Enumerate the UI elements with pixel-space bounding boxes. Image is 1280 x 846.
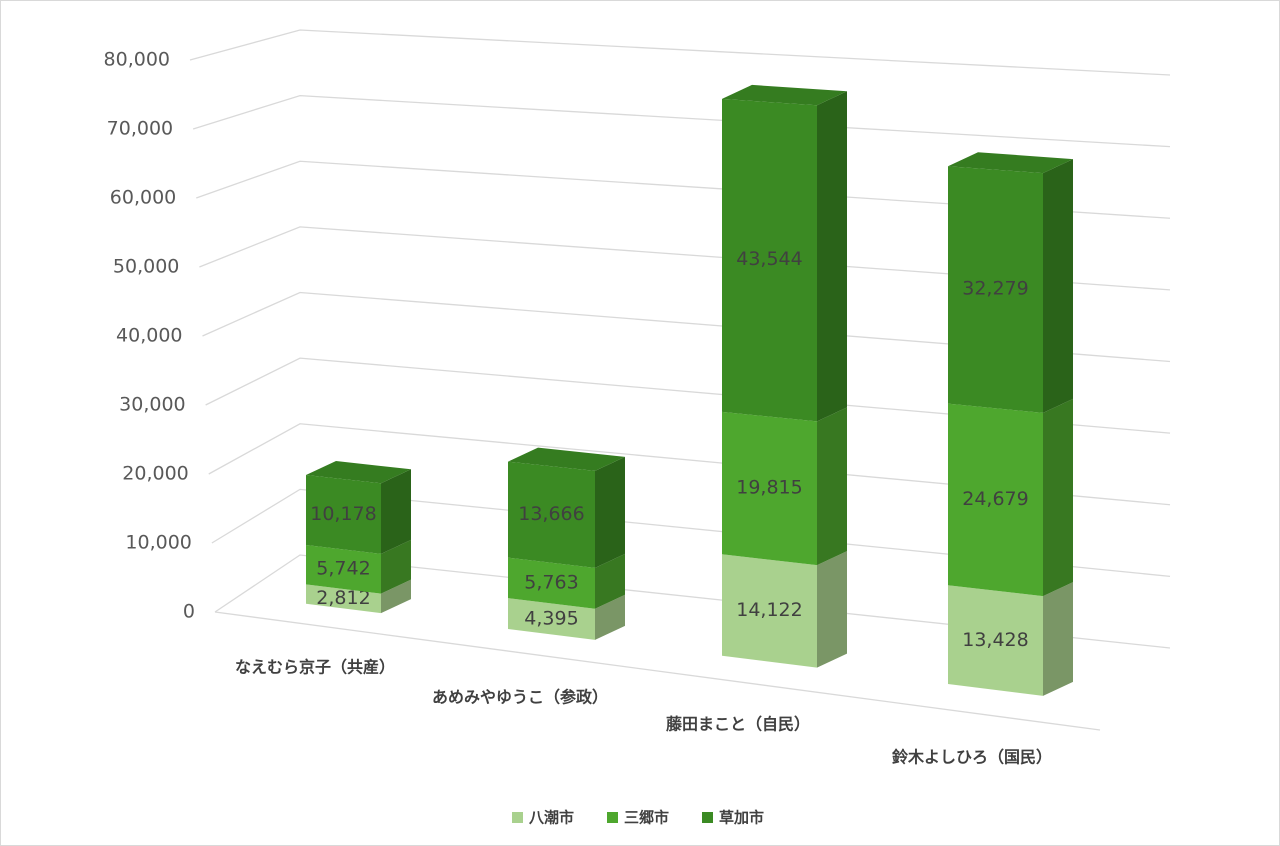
- bar: [306, 544, 381, 594]
- bar-top: [948, 152, 1073, 174]
- legend-label: 三郷市: [624, 809, 669, 827]
- data-label: 5,742: [316, 558, 370, 580]
- data-label: 2,812: [316, 587, 370, 609]
- y-tick-label: 50,000: [113, 256, 179, 278]
- bar: [948, 403, 1043, 597]
- bar: [722, 411, 817, 566]
- x-tick-label: あめみやゆうこ（参政）: [432, 688, 608, 707]
- y-tick-label: 10,000: [125, 532, 191, 554]
- bar-side: [381, 579, 411, 614]
- grid-line: [199, 226, 1171, 291]
- bar-side: [381, 539, 411, 594]
- legend-label: 八潮市: [528, 809, 574, 827]
- data-label: 4,395: [524, 607, 578, 629]
- bar-side: [1043, 582, 1073, 696]
- y-tick-label: 80,000: [104, 49, 170, 71]
- legend-swatch: [512, 812, 523, 823]
- grid-line: [205, 357, 1171, 434]
- legend-swatch: [607, 812, 618, 823]
- bar: [306, 474, 381, 554]
- data-label: 24,679: [962, 488, 1028, 510]
- bar-side: [595, 553, 625, 609]
- grid: [189, 29, 1171, 731]
- y-tick-label: 20,000: [122, 463, 188, 485]
- grid-line: [189, 29, 1171, 76]
- x-tick-label: なえむら京子（共産）: [235, 658, 395, 677]
- bar-side: [1043, 398, 1073, 597]
- data-label: 5,763: [524, 572, 578, 594]
- data-label: 32,279: [962, 277, 1028, 299]
- bar-top: [508, 447, 625, 471]
- bar-top: [306, 460, 411, 484]
- bars: 2,812 5,742 10,178 4,395 5,763 13,666 14,122 19…: [306, 84, 1073, 696]
- bar: [722, 554, 817, 668]
- data-label: 43,544: [736, 248, 802, 270]
- legend-swatch: [702, 812, 713, 823]
- grid-line: [214, 554, 1171, 649]
- data-label: 13,428: [962, 629, 1028, 651]
- grid-line: [208, 423, 1171, 506]
- y-tick-label: 60,000: [110, 187, 176, 209]
- bar-side: [817, 407, 847, 566]
- grid-line: [192, 94, 1171, 148]
- bar-side: [595, 456, 625, 568]
- data-label: 19,815: [736, 477, 802, 499]
- data-label: 13,666: [518, 503, 584, 525]
- y-tick-label: 40,000: [116, 325, 182, 347]
- bar-side: [817, 91, 847, 422]
- grid-line: [211, 488, 1171, 578]
- legend-label: 草加市: [719, 809, 764, 827]
- bar: [948, 585, 1043, 696]
- bar-side: [595, 594, 625, 640]
- floor-edge: [214, 611, 1101, 731]
- data-label: 14,122: [736, 599, 802, 621]
- bar: [508, 461, 595, 568]
- data-label: 10,178: [310, 503, 376, 525]
- bar: [508, 598, 595, 640]
- grid-line: [202, 291, 1171, 363]
- x-tick-label: 鈴木よしひろ（国民）: [892, 748, 1052, 767]
- bar: [306, 584, 381, 614]
- x-tick-label: 藤田まこと（自民）: [666, 715, 810, 734]
- bar-side: [381, 469, 411, 554]
- bar: [948, 166, 1043, 413]
- bar: [722, 98, 817, 422]
- labels: 0 10,000 20,000 30,000 40,000 50,000 60,000 70,…: [104, 49, 1052, 827]
- bar-side: [817, 551, 847, 668]
- y-tick-label: 30,000: [119, 394, 185, 416]
- y-tick-label: 70,000: [107, 118, 173, 140]
- bar-top: [722, 84, 847, 106]
- y-tick-label: 0: [183, 601, 195, 623]
- bar-side: [1043, 159, 1073, 413]
- bar: [508, 557, 595, 609]
- grid-line: [196, 160, 1171, 219]
